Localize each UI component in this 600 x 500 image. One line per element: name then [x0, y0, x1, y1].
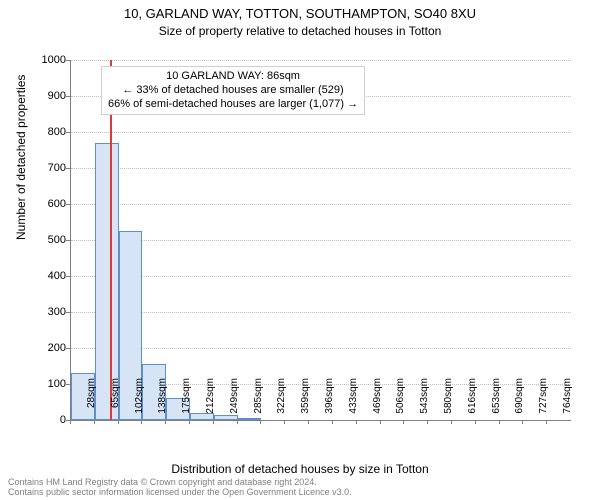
y-tick-label: 1000: [16, 54, 66, 66]
x-axis-label: Distribution of detached houses by size …: [0, 462, 600, 476]
x-tick: [522, 420, 523, 424]
y-tick-label: 400: [16, 270, 66, 282]
x-tick: [165, 420, 166, 424]
x-tick: [70, 420, 71, 424]
y-tick: [66, 384, 70, 385]
x-tick-label: 727sqm: [538, 378, 549, 428]
y-tick-label: 700: [16, 162, 66, 174]
x-tick-label: 653sqm: [491, 378, 502, 428]
plot-area: 10 GARLAND WAY: 86sqm ← 33% of detached …: [70, 60, 571, 421]
x-tick-label: 359sqm: [300, 378, 311, 428]
x-tick-label: 28sqm: [86, 378, 97, 428]
x-tick: [213, 420, 214, 424]
x-tick-label: 249sqm: [229, 378, 240, 428]
y-tick: [66, 204, 70, 205]
title-line-2: Size of property relative to detached ho…: [0, 24, 600, 38]
y-tick: [66, 240, 70, 241]
y-tick-label: 0: [16, 414, 66, 426]
x-tick-label: 285sqm: [253, 378, 264, 428]
x-tick: [260, 420, 261, 424]
y-tick: [66, 60, 70, 61]
x-tick-label: 396sqm: [324, 378, 335, 428]
x-tick: [284, 420, 285, 424]
x-tick: [380, 420, 381, 424]
chart-container: 10, GARLAND WAY, TOTTON, SOUTHAMPTON, SO…: [0, 0, 600, 500]
y-tick: [66, 96, 70, 97]
x-tick-label: 764sqm: [562, 378, 573, 428]
gridline: [71, 348, 571, 349]
x-tick-label: 616sqm: [467, 378, 478, 428]
annotation-line-2: ← 33% of detached houses are smaller (52…: [108, 84, 358, 98]
y-tick: [66, 276, 70, 277]
title-line-1: 10, GARLAND WAY, TOTTON, SOUTHAMPTON, SO…: [0, 6, 600, 21]
x-tick: [546, 420, 547, 424]
y-tick-label: 300: [16, 306, 66, 318]
gridline: [71, 132, 571, 133]
x-tick-label: 212sqm: [205, 378, 216, 428]
x-tick: [118, 420, 119, 424]
y-tick: [66, 312, 70, 313]
x-tick-label: 138sqm: [157, 378, 168, 428]
x-tick-label: 433sqm: [348, 378, 359, 428]
gridline: [71, 312, 571, 313]
y-tick: [66, 168, 70, 169]
y-tick: [66, 132, 70, 133]
gridline: [71, 240, 571, 241]
x-tick-label: 102sqm: [134, 378, 145, 428]
x-tick: [237, 420, 238, 424]
x-tick: [332, 420, 333, 424]
x-tick: [308, 420, 309, 424]
y-tick-label: 100: [16, 378, 66, 390]
footer-attribution: Contains HM Land Registry data © Crown c…: [8, 478, 352, 498]
gridline: [71, 60, 571, 61]
x-tick-label: 690sqm: [514, 378, 525, 428]
x-tick: [499, 420, 500, 424]
x-tick-label: 469sqm: [372, 378, 383, 428]
x-tick: [403, 420, 404, 424]
gridline: [71, 276, 571, 277]
y-tick-label: 800: [16, 126, 66, 138]
y-tick-label: 200: [16, 342, 66, 354]
x-tick-label: 65sqm: [110, 378, 121, 428]
annotation-line-3: 66% of semi-detached houses are larger (…: [108, 98, 358, 112]
y-tick: [66, 348, 70, 349]
x-tick-label: 506sqm: [395, 378, 406, 428]
x-tick: [94, 420, 95, 424]
x-tick-label: 580sqm: [443, 378, 454, 428]
x-tick-label: 175sqm: [181, 378, 192, 428]
x-tick: [356, 420, 357, 424]
gridline: [71, 168, 571, 169]
x-tick: [189, 420, 190, 424]
x-tick: [427, 420, 428, 424]
x-tick-label: 543sqm: [419, 378, 430, 428]
annotation-line-1: 10 GARLAND WAY: 86sqm: [108, 70, 358, 84]
y-tick-label: 600: [16, 198, 66, 210]
x-tick: [141, 420, 142, 424]
annotation-box: 10 GARLAND WAY: 86sqm ← 33% of detached …: [101, 66, 365, 115]
x-tick-label: 322sqm: [276, 378, 287, 428]
x-tick: [451, 420, 452, 424]
y-tick-label: 900: [16, 90, 66, 102]
x-tick: [475, 420, 476, 424]
y-tick-label: 500: [16, 234, 66, 246]
footer-line-2: Contains public sector information licen…: [8, 488, 352, 498]
gridline: [71, 204, 571, 205]
